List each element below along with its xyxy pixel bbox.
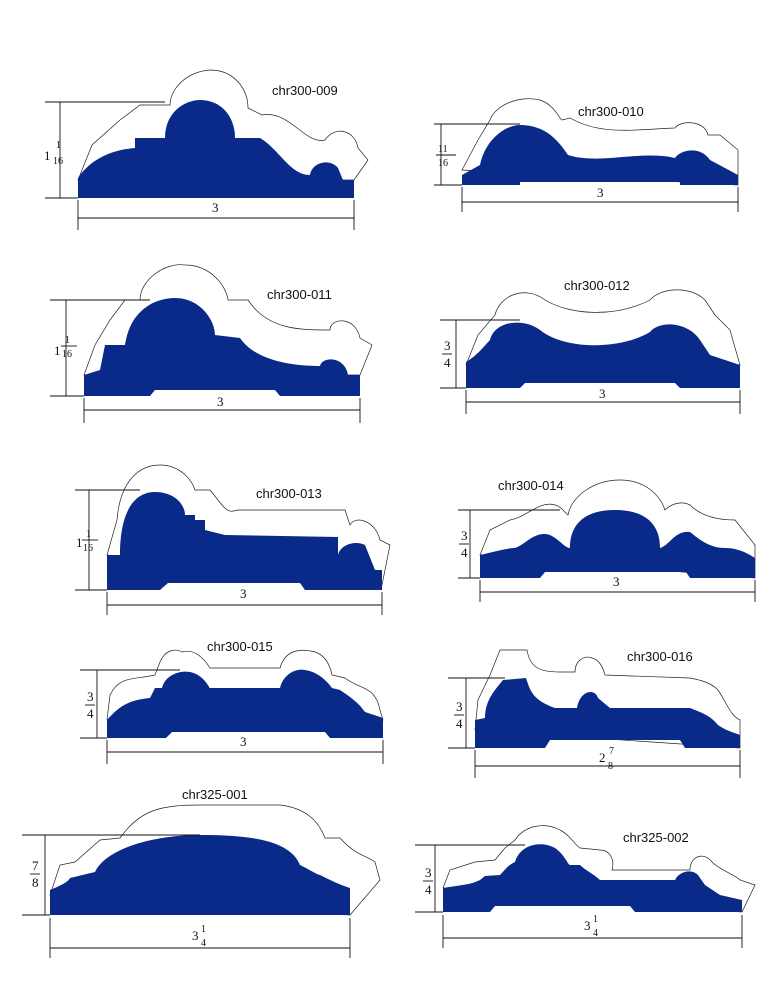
height-numerator: 7 xyxy=(32,858,39,873)
width-denominator: 8 xyxy=(608,761,613,772)
height-numerator: 1 xyxy=(56,140,61,151)
width-label: 3 xyxy=(217,394,224,409)
height-denominator: 4 xyxy=(425,882,432,897)
profile-section xyxy=(78,100,354,198)
height-numerator: 1 xyxy=(65,335,70,346)
height-numerator: 3 xyxy=(87,689,94,704)
profile-code: chr300-009 xyxy=(272,83,338,98)
height-denominator: 4 xyxy=(87,706,94,721)
profile-chr300-011: chr300-011 1 1 16 3 xyxy=(50,264,373,423)
height-numerator: 3 xyxy=(456,699,463,714)
profile-section xyxy=(107,669,383,738)
profile-section xyxy=(462,125,738,185)
height-numerator: 1 xyxy=(86,529,91,540)
width-label: 3 xyxy=(212,200,219,215)
profile-code: chr300-014 xyxy=(498,478,564,493)
height-numerator: 3 xyxy=(444,338,451,353)
profile-code: chr325-001 xyxy=(182,787,248,802)
profile-chr300-016: chr300-016 3 4 2 7 8 xyxy=(448,649,741,778)
width-label: 3 xyxy=(599,386,606,401)
height-whole: 1 xyxy=(76,535,83,550)
width-numerator: 7 xyxy=(609,746,614,757)
profile-section xyxy=(475,678,740,748)
height-whole: 1 xyxy=(54,343,61,358)
profile-section xyxy=(466,322,740,388)
profile-section xyxy=(107,492,382,590)
height-denominator: 16 xyxy=(62,349,72,360)
profile-code: chr325-002 xyxy=(623,830,689,845)
height-numerator: 11 xyxy=(438,144,448,155)
profile-code: chr300-016 xyxy=(627,649,693,664)
profile-code: chr300-015 xyxy=(207,639,273,654)
width-label: 3 xyxy=(597,185,604,200)
width-whole: 3 xyxy=(192,928,199,943)
profile-chr300-014: chr300-014 3 4 3 xyxy=(458,478,756,602)
profile-code: chr300-013 xyxy=(256,486,322,501)
profile-section xyxy=(480,510,755,578)
profile-section xyxy=(84,298,360,396)
height-numerator: 3 xyxy=(425,865,432,880)
width-whole: 3 xyxy=(584,918,591,933)
width-denominator: 4 xyxy=(593,928,598,939)
profile-code: chr300-011 xyxy=(267,287,332,302)
profile-chr300-010: chr300-010 11 16 3 xyxy=(434,98,739,212)
profile-code: chr300-010 xyxy=(578,104,644,119)
profile-chr325-001: chr325-001 7 8 3 1 4 xyxy=(22,787,381,958)
profile-section xyxy=(443,844,742,912)
width-numerator: 1 xyxy=(201,924,206,935)
width-numerator: 1 xyxy=(593,914,598,925)
height-denominator: 4 xyxy=(461,545,468,560)
profile-chr300-013: chr300-013 1 1 16 3 xyxy=(75,464,391,615)
height-denominator: 8 xyxy=(32,875,39,890)
profile-code: chr300-012 xyxy=(564,278,630,293)
profile-chr325-002: chr325-002 3 4 3 1 4 xyxy=(415,825,756,948)
height-denominator: 16 xyxy=(53,156,63,167)
height-denominator: 4 xyxy=(444,355,451,370)
profile-chr300-015: chr300-015 3 4 3 xyxy=(80,639,384,764)
width-label: 3 xyxy=(240,586,247,601)
profile-chr300-012: chr300-012 3 4 3 xyxy=(440,278,741,414)
profile-chr300-009: chr300-009 1 1 16 3 xyxy=(44,69,369,230)
height-denominator: 4 xyxy=(456,716,463,731)
height-denominator: 16 xyxy=(438,158,448,169)
width-label: 3 xyxy=(613,574,620,589)
width-denominator: 4 xyxy=(201,938,206,949)
width-whole: 2 xyxy=(599,750,606,765)
profile-section xyxy=(50,835,350,915)
height-numerator: 3 xyxy=(461,528,468,543)
width-label: 3 xyxy=(240,734,247,749)
height-denominator: 16 xyxy=(83,543,93,554)
height-whole: 1 xyxy=(44,148,51,163)
